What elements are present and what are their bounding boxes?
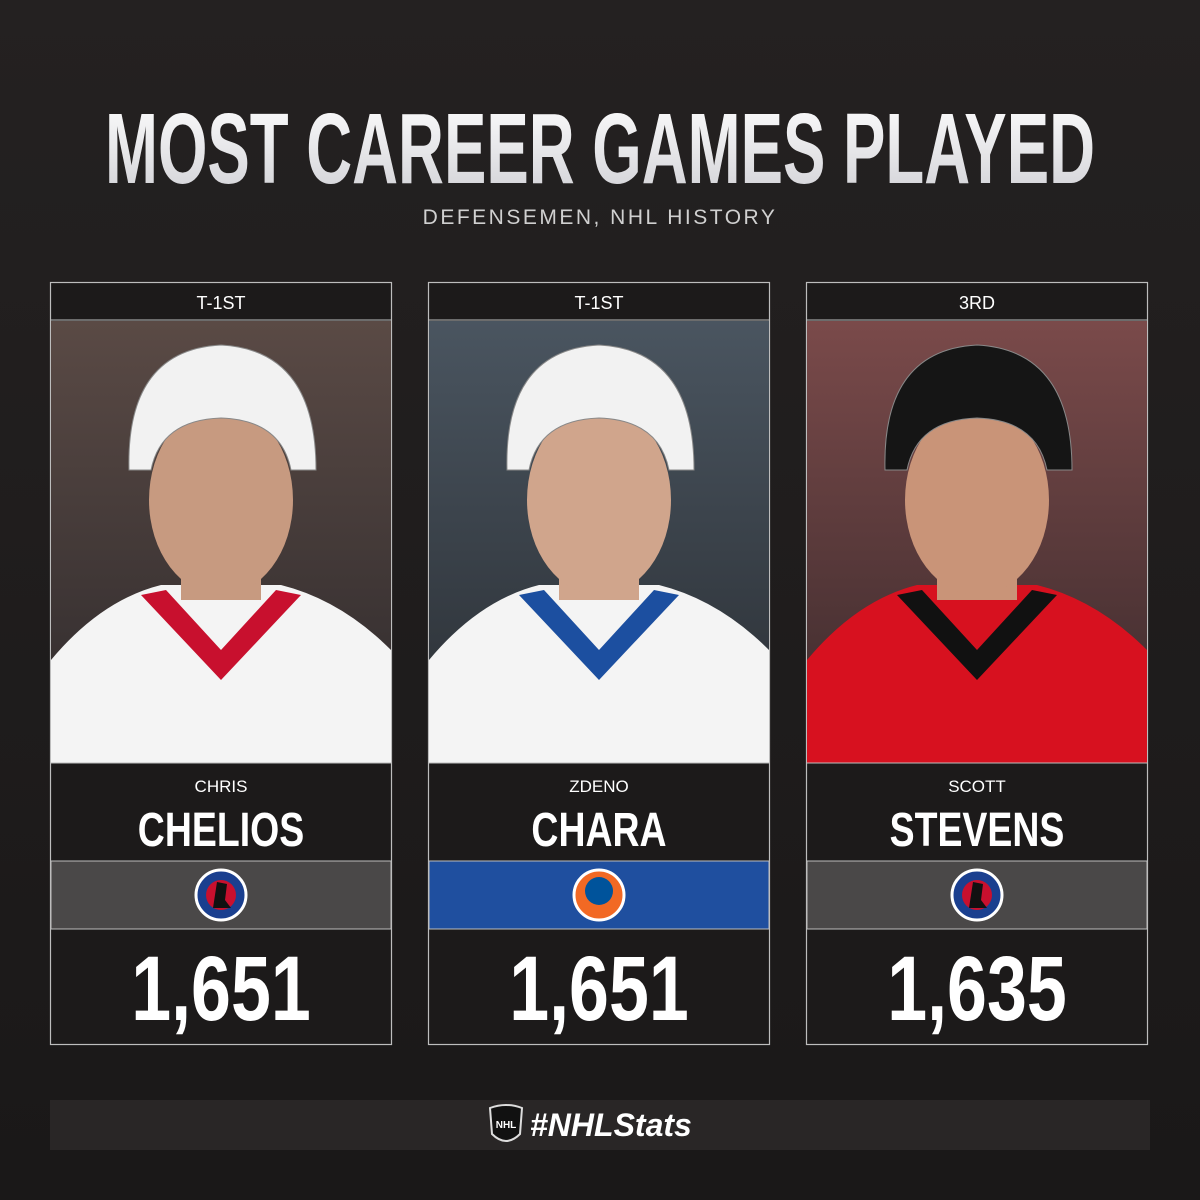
last-name: CHARA [531,804,666,858]
first-name: ZDENO [569,777,629,796]
player-card: T-1ST CHRIS CHELIOS 1,651 [49,281,393,1046]
face [527,405,671,595]
rank: T-1ST [574,293,623,313]
first-name: SCOTT [948,777,1006,796]
svg-text:NHL: NHL [496,1120,517,1131]
rank: T-1ST [196,293,245,313]
title: MOST CAREER GAMES PLAYED [105,93,1095,205]
subtitle: DEFENSEMEN, NHL HISTORY [423,206,778,229]
helmet [884,344,1073,471]
player-card: 3RD SCOTT STEVENS 1,635 [805,281,1149,1046]
nhl-logo: NHL [488,1104,524,1142]
first-name: CHRIS [195,777,248,796]
player-card: T-1ST ZDENO CHARA 1,651 [427,281,771,1046]
hof-figure [213,882,231,908]
collar [519,590,679,680]
collar [897,590,1057,680]
hof-figure [969,882,987,908]
face [149,405,293,595]
helmet [506,344,695,471]
last-name: STEVENS [890,804,1065,858]
last-name: CHELIOS [138,804,304,858]
footer-bar [50,1100,1150,1150]
collar [141,590,301,680]
islanders-logo-inner [585,877,613,905]
games-played: 1,651 [509,937,689,1040]
games-played: 1,635 [887,937,1067,1040]
rank: 3RD [959,293,995,313]
helmet [128,344,317,471]
face [905,405,1049,595]
games-played: 1,651 [131,937,311,1040]
cards: T-1ST CHRIS CHELIOS 1,651 T-1ST ZDENO CHARA 1,6… [49,281,1149,1046]
hashtag: #NHLStats [530,1107,692,1143]
